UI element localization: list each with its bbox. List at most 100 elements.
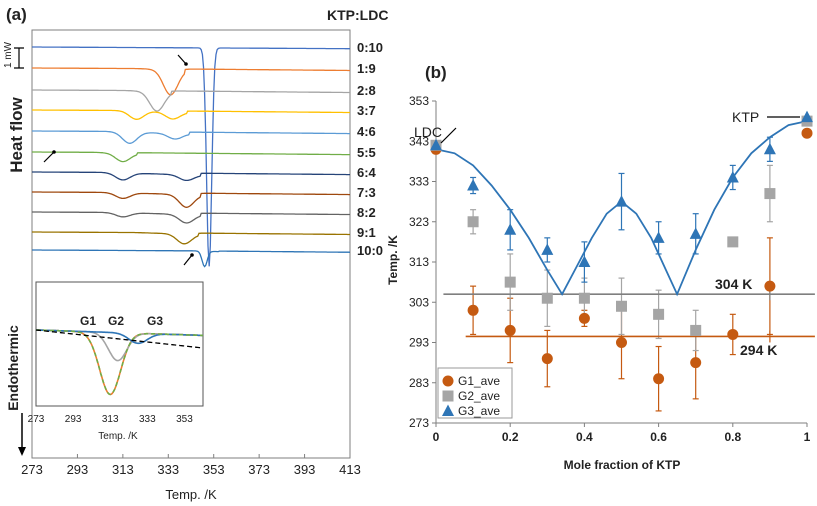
onset-arrow-tip <box>190 253 194 257</box>
y-tick-label: 353 <box>409 94 429 108</box>
dsc-trace <box>32 231 350 245</box>
inset-frame <box>35 281 204 407</box>
panel-a-frame <box>31 29 351 459</box>
trace-label: 9:1 <box>357 225 376 240</box>
onset-arrow-tip <box>52 150 56 154</box>
y-tick-label: 313 <box>409 255 429 269</box>
y-tick-label: 303 <box>409 295 429 309</box>
y-tick-label: 283 <box>409 376 429 390</box>
inset-label-g1: G1 <box>80 314 96 328</box>
data-point-G1_ave <box>578 312 590 324</box>
onset-arrow <box>43 151 55 163</box>
onset-arrow <box>183 254 193 266</box>
x-tick-label: 333 <box>157 462 179 477</box>
panel-b-label: (b) <box>425 63 447 82</box>
panel-a: (a) KTP:LDC 0:10 1:9 2:8 3:7 4:6 5:5 6:4 7:3 8:2… <box>3 5 388 502</box>
data-point-G3_ave <box>467 179 480 191</box>
line-label-294: 294 K <box>740 342 777 358</box>
trace-label: 5:5 <box>357 145 376 160</box>
data-point-G3_ave <box>615 195 628 207</box>
dsc-trace <box>32 211 350 224</box>
trace-label: 4:6 <box>357 124 376 139</box>
panel-a-label: (a) <box>6 5 27 24</box>
trace-label: 10:0 <box>357 243 383 258</box>
panel-a-title: KTP:LDC <box>327 7 388 23</box>
inset-curves <box>35 329 204 396</box>
inset-x-ticks: 273 293 313 333 353 <box>28 414 194 425</box>
legend-marker <box>442 390 454 402</box>
x-tick-label: 1 <box>804 430 811 444</box>
data-point-G2_ave <box>727 236 739 248</box>
data-point-G1_ave <box>801 127 813 139</box>
panel-b: (b) 273 283 293 303 313 323 333 343 353 0 0.2 0.4 0.… <box>386 63 815 472</box>
data-point-G1_ave <box>764 280 776 292</box>
ldc-arrow <box>440 127 457 144</box>
data-point-G1_ave <box>467 304 479 316</box>
trace-label: 0:10 <box>357 40 383 55</box>
legend-entry: G3_ave <box>458 404 500 418</box>
x-tick-label: 373 <box>248 462 270 477</box>
data-point-G2_ave <box>467 216 479 228</box>
legend-marker <box>442 375 454 387</box>
dsc-trace <box>32 249 351 268</box>
x-tick-label: 293 <box>67 462 89 477</box>
ktp-annotation: KTP <box>732 109 759 125</box>
data-point-G2_ave <box>690 324 702 336</box>
error-bars <box>470 136 773 412</box>
inset-plot: G1 G2 G3 273 293 313 333 353 Temp. /K <box>28 281 204 442</box>
x-tick-label: 273 <box>21 462 43 477</box>
panel-b-axes: 273 283 293 303 313 323 333 343 353 0 0.2 0.4 0.6 0.8… <box>409 94 811 444</box>
x-tick-label: 0 <box>433 430 440 444</box>
inset-curve <box>35 329 204 349</box>
data-point-G3_ave <box>504 223 517 235</box>
trace-label: 7:3 <box>357 185 376 200</box>
onset-arrow-tip <box>184 62 188 66</box>
data-point-G3_ave <box>689 227 702 239</box>
y-tick-label: 323 <box>409 215 429 229</box>
x-tick-label: 0.6 <box>650 430 667 444</box>
dsc-trace <box>32 130 350 144</box>
onset-arrow <box>177 54 187 65</box>
inset-label-g2: G2 <box>108 314 124 328</box>
inset-x-tick-label: 313 <box>102 414 119 425</box>
legend-marker <box>442 404 454 416</box>
data-point-G3_ave <box>578 255 591 267</box>
line-label-304: 304 K <box>715 276 752 292</box>
data-point-G3_ave <box>726 170 739 183</box>
scale-bar <box>14 47 24 69</box>
panel-a-x-axis-label: Temp. /K <box>165 487 217 502</box>
trace-label: 1:9 <box>357 61 376 76</box>
inset-x-tick-label: 273 <box>28 414 45 425</box>
x-tick-label: 313 <box>112 462 134 477</box>
data-point-G1_ave <box>616 337 627 348</box>
y-tick-label: 343 <box>409 134 429 148</box>
x-tick-label: 393 <box>294 462 316 477</box>
data-point-G3_ave <box>652 231 665 243</box>
data-point-G1_ave <box>504 324 516 336</box>
data-point-G2_ave <box>616 300 627 312</box>
inset-curve <box>36 329 203 396</box>
data-point-G3_ave <box>541 243 554 255</box>
x-tick-label: 0.2 <box>502 430 519 444</box>
y-tick-label: 273 <box>409 416 429 430</box>
x-tick-label: 0.8 <box>724 430 741 444</box>
x-tick-label: 353 <box>203 462 225 477</box>
data-point-G3_ave <box>430 138 442 151</box>
inset-label-g3: G3 <box>147 314 163 328</box>
data-point-G2_ave <box>764 188 776 200</box>
dsc-traces <box>32 46 351 268</box>
trace-labels: 0:10 1:9 2:8 3:7 4:6 5:5 6:4 7:3 8:2 9:1 10:0 <box>357 40 383 258</box>
dsc-trace <box>32 89 350 112</box>
y-tick-label: 293 <box>409 336 429 350</box>
panel-b-x-axis-label: Mole fraction of KTP <box>564 458 681 472</box>
dsc-trace <box>32 109 350 120</box>
dsc-trace <box>32 67 350 96</box>
dsc-trace <box>32 46 350 267</box>
dsc-trace <box>32 151 350 163</box>
horizontal-lines <box>443 288 815 343</box>
data-point-G3_ave <box>763 142 776 155</box>
trace-label: 3:7 <box>357 103 376 118</box>
legend-entry: G1_ave <box>458 374 500 388</box>
